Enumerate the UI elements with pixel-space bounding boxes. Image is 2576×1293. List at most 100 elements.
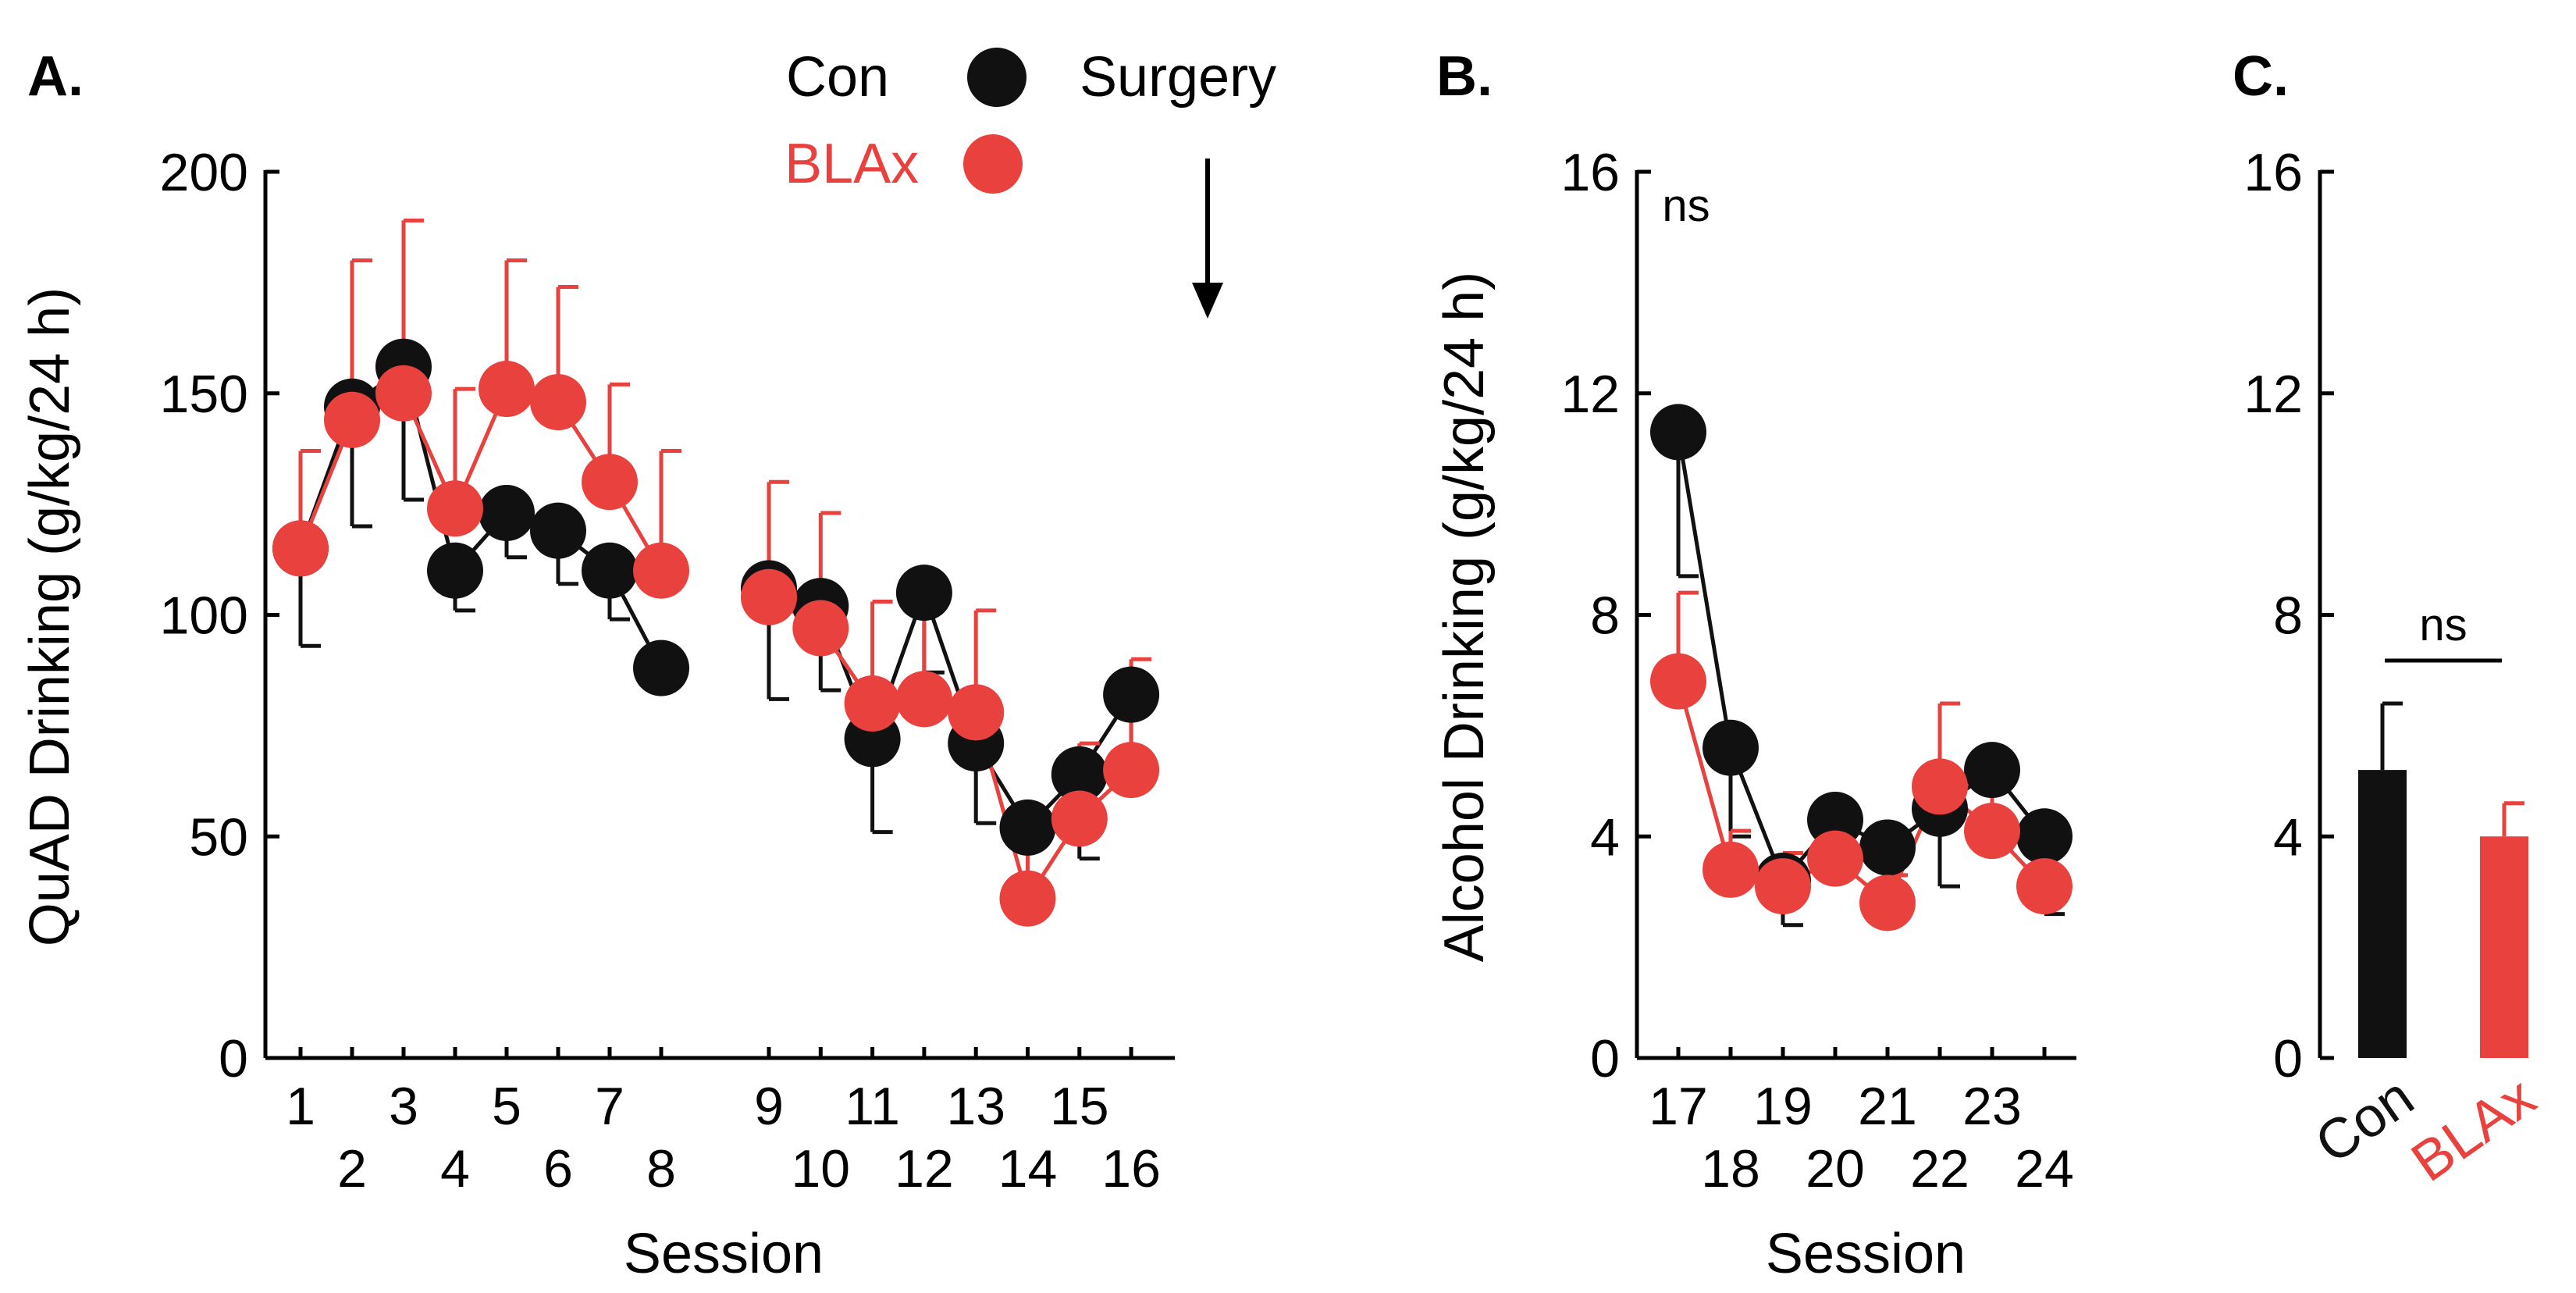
panel-a-blax-point: [741, 568, 797, 625]
panel-b-xtick-label: 24: [2015, 1139, 2074, 1199]
panel-c-blax-category-label: BLAx: [2400, 1066, 2546, 1194]
panel-c-label: C.: [2233, 45, 2289, 108]
panel-a-blax-point: [479, 361, 535, 418]
panel-b-con-point: [2016, 808, 2073, 865]
panel-a-xtick-label: 5: [492, 1077, 521, 1136]
panel-a-xtick-label: 16: [1101, 1139, 1161, 1199]
panel-a-xtick-label: 2: [337, 1139, 367, 1199]
panel-b-blax-point: [2016, 858, 2073, 915]
panel-a-blax-point: [1103, 742, 1160, 799]
panel-b-con-point: [1703, 719, 1759, 776]
panel-c-ytick-label: 8: [2273, 586, 2303, 646]
panel-a-xtick-label: 8: [646, 1139, 676, 1199]
panel-b-xtick-label: 20: [1806, 1139, 1865, 1199]
panel-b-blax-point: [1755, 858, 1811, 915]
panel-b-ylabel: Alcohol Drinking (g/kg/24 h): [1433, 272, 1496, 962]
panel-a-con-point: [582, 542, 638, 599]
panel-a-con-point: [479, 484, 535, 541]
panel-a-blax-point: [633, 542, 689, 599]
panel-b-xtick-label: 22: [1910, 1139, 1969, 1199]
panel-a-ytick-label: 150: [160, 365, 248, 424]
panel-a-con-point: [427, 542, 483, 599]
panel-a-con-point: [633, 639, 689, 696]
panel-a-blax-point: [272, 520, 329, 577]
panel-c-ytick-label: 12: [2243, 365, 2303, 424]
panel-a-label: A.: [27, 45, 84, 108]
panel-b-blax-point: [1703, 841, 1759, 898]
panel-a-blax-point: [999, 870, 1056, 927]
surgery-arrow-head: [1192, 283, 1223, 319]
panel-b-con-point: [1807, 791, 1863, 848]
panel-a-ylabel: QuAD Drinking (g/kg/24 h): [19, 287, 81, 946]
surgery-annotation: Surgery: [1080, 46, 1276, 109]
panel-b-con-line-segment: [1676, 431, 1733, 749]
panel-b-blax-line-segment: [1676, 680, 1733, 871]
panel-a-blax-point: [948, 684, 1005, 741]
panel-b-ns: ns: [1662, 180, 1710, 231]
panel-b-xtick-label: 19: [1753, 1077, 1813, 1136]
panel-a-xtick-label: 13: [946, 1077, 1005, 1136]
panel-b-blax-point: [1859, 874, 1916, 931]
panel-c-con-category-label: Con: [2304, 1066, 2425, 1176]
panel-a-xtick-label: 11: [845, 1077, 900, 1136]
panel-a-con-point: [1051, 746, 1108, 803]
panel-a-xtick-label: 4: [440, 1139, 470, 1199]
panel-a-xtick-label: 15: [1050, 1077, 1109, 1136]
panel-b-con-point: [1859, 819, 1916, 876]
panel-b-xtick-label: 21: [1858, 1077, 1917, 1136]
panel-a-blax-point: [530, 374, 586, 431]
panel-a-ytick-label: 200: [160, 143, 248, 202]
panel-a-ytick-label: 50: [189, 807, 248, 867]
panel-a-xtick-label: 6: [543, 1139, 573, 1199]
panel-a-xtick-label: 10: [791, 1139, 850, 1199]
panel-a-ytick-label: 0: [219, 1029, 248, 1088]
panel-b-blax-point: [1807, 830, 1863, 887]
panel-a-blax-point: [895, 671, 952, 728]
panel-a-xlabel: Session: [624, 1223, 824, 1285]
panel-b-xtick-label: 18: [1701, 1139, 1760, 1199]
legend-blax-marker: [963, 134, 1023, 194]
panel-b-ytick-label: 12: [1560, 365, 1620, 424]
panel-b-blax-point: [1650, 653, 1706, 710]
panel-a-blax-point: [792, 600, 849, 657]
panel-a-xtick-label: 1: [286, 1077, 315, 1136]
panel-a-con-point: [1103, 666, 1160, 723]
panel-b-xlabel: Session: [1766, 1223, 1966, 1285]
panel-b-ytick-label: 8: [1590, 586, 1620, 646]
panel-a-xtick-label: 12: [895, 1139, 954, 1199]
panel-a-con-point: [895, 565, 952, 622]
panel-a-con-point: [530, 502, 586, 559]
panel-a-blax-point: [844, 675, 901, 732]
panel-b-con-point: [1650, 404, 1706, 461]
panel-a-xtick-label: 7: [595, 1077, 624, 1136]
panel-c-ytick-label: 16: [2243, 143, 2303, 202]
panel-b-label: B.: [1436, 45, 1493, 108]
panel-b-con-point: [1964, 742, 2020, 799]
panel-a-blax-point: [582, 454, 638, 511]
panel-c-con-bar: [2358, 770, 2407, 1058]
panel-c-ns: ns: [2419, 600, 2467, 650]
panel-b-xtick-label: 23: [1962, 1077, 2022, 1136]
panel-b-ytick-label: 0: [1590, 1029, 1620, 1088]
panel-b-blax-point: [1964, 803, 2020, 860]
panel-b-blax-point: [1912, 758, 1968, 815]
panel-a-xtick-label: 3: [389, 1077, 418, 1136]
panel-b-plot: 0 4 8 12 16 17 19 21 23 18 20 22 24: [1560, 143, 2076, 1199]
panel-b-xtick-label: 17: [1649, 1077, 1708, 1136]
panel-a-blax-point: [427, 480, 483, 537]
panel-a-blax-point: [1051, 790, 1108, 847]
panel-c-ytick-label: 4: [2273, 807, 2303, 867]
legend-con-label: Con: [786, 46, 889, 109]
legend-con-marker: [967, 48, 1026, 107]
panel-a-blax-point: [324, 391, 380, 448]
panel-a-xtick-label: 9: [754, 1077, 784, 1136]
panel-b-ytick-label: 16: [1560, 143, 1620, 202]
legend-blax-label: BLAx: [785, 133, 919, 195]
panel-a-ytick-label: 100: [160, 586, 248, 646]
panel-c-blax-bar: [2480, 836, 2528, 1058]
panel-c-ytick-label: 0: [2273, 1029, 2303, 1088]
panel-a-blax-point: [375, 365, 432, 422]
